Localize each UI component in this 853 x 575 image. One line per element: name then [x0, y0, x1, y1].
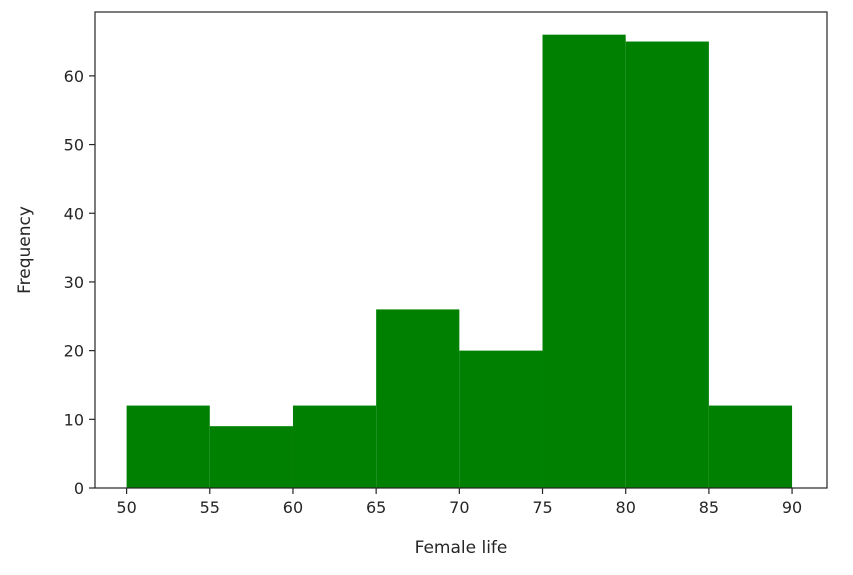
x-tick-label: 65 [366, 498, 386, 517]
y-tick-label: 60 [64, 67, 84, 86]
y-tick-label: 20 [64, 342, 84, 361]
x-tick-label: 90 [782, 498, 802, 517]
histogram-bar [708, 405, 793, 488]
x-tick-label: 50 [116, 498, 136, 517]
x-axis: 50 55 60 65 70 75 80 85 90 [116, 488, 802, 517]
x-tick-label: 85 [699, 498, 719, 517]
y-tick-label: 30 [64, 273, 84, 292]
y-tick-label: 10 [64, 410, 84, 429]
histogram-bar [459, 350, 543, 488]
x-axis-label: Female life [415, 538, 508, 558]
x-tick-label: 70 [449, 498, 469, 517]
x-tick-label: 60 [283, 498, 303, 517]
plot-frame [94, 11, 828, 489]
histogram-bar [376, 309, 460, 488]
histogram-bar [209, 426, 293, 488]
histogram-bar [292, 405, 377, 488]
x-tick-label: 80 [616, 498, 636, 517]
y-axis-label: Frequency [15, 206, 35, 294]
y-tick-label: 0 [74, 479, 84, 498]
histogram-bar [625, 41, 709, 489]
x-tick-label: 55 [200, 498, 220, 517]
y-tick-label: 40 [64, 204, 84, 223]
histogram-bar [542, 34, 626, 489]
y-axis: 0 10 20 30 40 50 60 [64, 67, 95, 498]
bars-layer [126, 34, 793, 489]
y-tick-label: 50 [64, 136, 84, 155]
x-tick-label: 75 [532, 498, 552, 517]
histogram-bar [126, 405, 210, 488]
